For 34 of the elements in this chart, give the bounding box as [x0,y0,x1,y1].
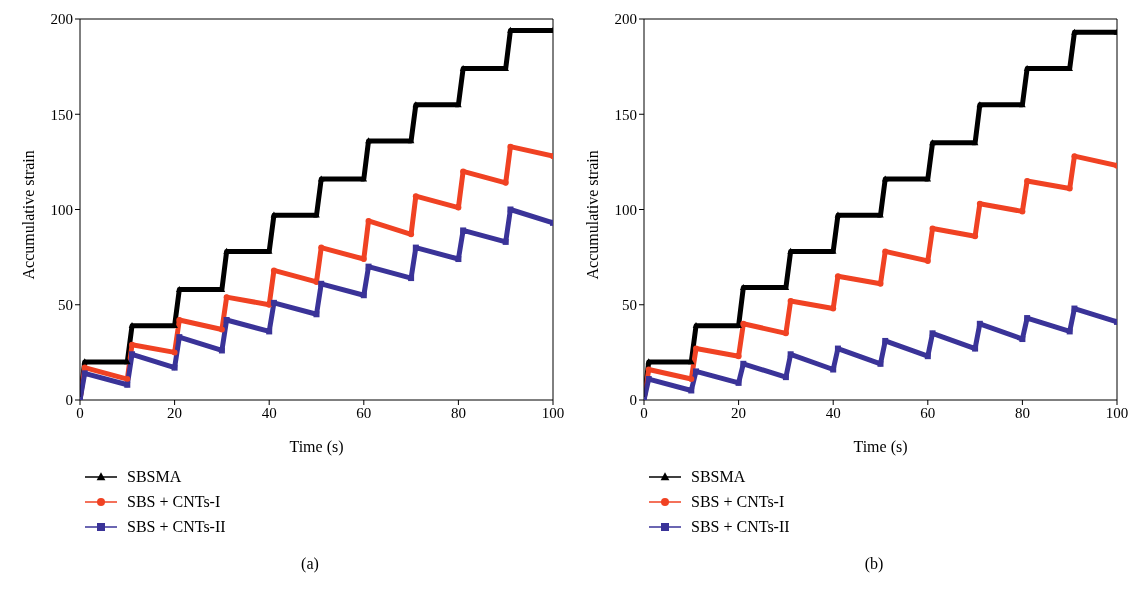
y-axis-title: Accumulative strain [583,150,601,280]
y-tick-label: 100 [614,201,637,218]
x-tick-label: 0 [76,404,84,421]
y-tick-label: 100 [50,201,73,218]
y-tick-label: 50 [622,297,637,314]
x-tick-label: 60 [920,404,936,421]
x-tick-label: 80 [450,404,466,421]
x-tick-label: 20 [731,404,747,421]
legend-label: SBS + CNTs-I [127,492,221,511]
y-axis-title: Accumulative strain [19,150,37,280]
legend-label: SBS + CNTs-II [691,517,790,536]
y-tick-label: 200 [614,11,637,28]
x-tick-label: 0 [640,404,648,421]
x-tick-label: 40 [261,404,277,421]
x-axis-title: Time (s) [853,438,908,456]
x-tick-label: 80 [1014,404,1030,421]
legend-label: SBS + CNTs-I [691,492,785,511]
y-tick-label: 150 [50,106,73,123]
legend-label: SBS + CNTs-II [127,517,226,536]
x-axis-title: Time (s) [289,438,344,456]
y-tick-label: 50 [58,297,73,314]
y-tick-label: 200 [50,11,73,28]
legend-label: SBSMA [691,467,746,486]
x-tick-label: 100 [541,404,565,421]
x-tick-label: 20 [167,404,183,421]
x-tick-label: 100 [1105,404,1129,421]
text: (a) [300,555,320,573]
y-tick-label: 0 [65,392,73,409]
y-tick-label: 150 [614,106,637,123]
x-tick-label: 60 [356,404,372,421]
legend-label: SBSMA [127,467,182,486]
text: (b) [863,555,885,573]
x-tick-label: 40 [825,404,841,421]
y-tick-label: 0 [629,392,637,409]
